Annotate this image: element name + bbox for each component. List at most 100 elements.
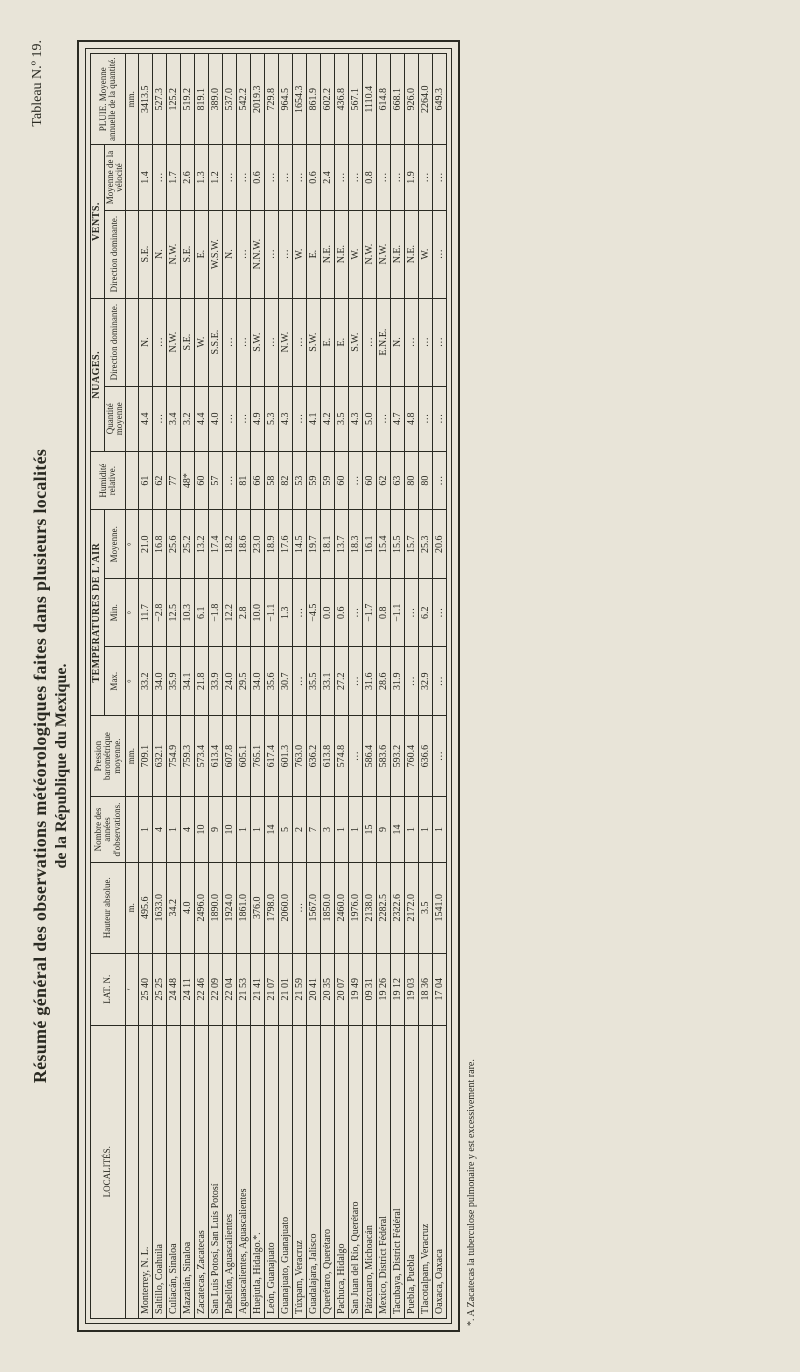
cell-vvel: 1.7 <box>166 145 180 210</box>
cell-nqty: 4.4 <box>194 386 208 451</box>
cell-nqty: 3.2 <box>180 386 194 451</box>
cell-press: 763.0 <box>292 715 306 797</box>
cell-press: 613.4 <box>208 715 222 797</box>
cell-rain: 537.0 <box>222 54 236 145</box>
table-row: Mazatlán, Sinaloa24 114.04759.334.110.32… <box>180 54 194 1319</box>
cell-loc: Oaxaca, Oaxaca <box>432 1025 446 1318</box>
cell-vvel: … <box>432 145 446 210</box>
cell-ndir: N. <box>138 298 152 386</box>
cell-moy: 23.0 <box>250 510 264 579</box>
cell-lat: 18 36 <box>418 953 432 1025</box>
cell-vvel: 0.8 <box>362 145 376 210</box>
cell-nobs: 3 <box>320 797 334 862</box>
cell-vdir: W. <box>418 210 432 298</box>
unit-hauteur: m. <box>126 862 138 953</box>
cell-press: 593.2 <box>390 715 404 797</box>
table-row: Pachuca, Hidalgo20 072460.01574.827.20.6… <box>334 54 348 1319</box>
footnote: *. A Zacatecas la tuberculose pulmonaire… <box>466 40 477 1332</box>
cell-alt: 1890.0 <box>208 862 222 953</box>
cell-lat: 20 07 <box>334 953 348 1025</box>
cell-min: 0.0 <box>320 579 334 647</box>
cell-max: 30.7 <box>278 647 292 715</box>
cell-nobs: 1 <box>334 797 348 862</box>
cell-alt: 2322.6 <box>390 862 404 953</box>
table-row: Pátzcuaro, Michoacán09 312138.015586.431… <box>362 54 376 1319</box>
cell-nobs: 1 <box>138 797 152 862</box>
cell-ndir: E. <box>320 298 334 386</box>
cell-nobs: 5 <box>278 797 292 862</box>
cell-hum: 62 <box>376 451 390 510</box>
cell-hum: 80 <box>418 451 432 510</box>
cell-alt: 376.0 <box>250 862 264 953</box>
cell-min: 11.7 <box>138 579 152 647</box>
cell-max: 32.9 <box>418 647 432 715</box>
cell-vdir: … <box>264 210 278 298</box>
cell-press: 760.4 <box>404 715 418 797</box>
cell-alt: 3.5 <box>418 862 432 953</box>
cell-min: 6.1 <box>194 579 208 647</box>
cell-ndir: S.W. <box>348 298 362 386</box>
unit-nqty <box>126 386 138 451</box>
cell-alt: 1976.0 <box>348 862 362 953</box>
cell-nqty: … <box>376 386 390 451</box>
cell-hum: 53 <box>292 451 306 510</box>
cell-moy: 15.7 <box>404 510 418 579</box>
cell-loc: Tlacotalpam, Veracruz <box>418 1025 432 1318</box>
cell-lat: 24 48 <box>166 953 180 1025</box>
cell-hum: … <box>222 451 236 510</box>
cell-nqty: 4.8 <box>404 386 418 451</box>
cell-nqty: … <box>222 386 236 451</box>
cell-ndir: N. <box>390 298 404 386</box>
cell-vvel: 2.6 <box>180 145 194 210</box>
cell-vdir: W. <box>292 210 306 298</box>
cell-max: 29.5 <box>236 647 250 715</box>
cell-moy: 13.2 <box>194 510 208 579</box>
cell-hum: … <box>432 451 446 510</box>
table-row: Tlacotalpam, Veracruz18 363.51636.632.96… <box>418 54 432 1319</box>
cell-vdir: S.E. <box>180 210 194 298</box>
table-row: Huejutla, Hidalgo.*.21 41376.01765.134.0… <box>250 54 264 1319</box>
cell-nobs: 1 <box>404 797 418 862</box>
unit-max: ° <box>126 647 138 715</box>
cell-loc: Guadalajara, Jalisco <box>306 1025 320 1318</box>
cell-rain: 729.8 <box>264 54 278 145</box>
cell-press: 759.3 <box>180 715 194 797</box>
cell-nobs: 1 <box>236 797 250 862</box>
unit-vvel <box>126 145 138 210</box>
cell-loc: Pátzcuaro, Michoacán <box>362 1025 376 1318</box>
cell-min: 12.2 <box>222 579 236 647</box>
cell-rain: 542.2 <box>236 54 250 145</box>
col-pluie: PLUIE. Moyenne annuelle de la quantité. <box>91 54 126 145</box>
table-row: Monterrey, N. L.25 40495.61709.133.211.7… <box>138 54 152 1319</box>
cell-max: … <box>404 647 418 715</box>
cell-hum: 57 <box>208 451 222 510</box>
cell-nqty: … <box>432 386 446 451</box>
cell-nobs: 10 <box>194 797 208 862</box>
cell-hum: 61 <box>138 451 152 510</box>
cell-rain: 436.8 <box>334 54 348 145</box>
cell-hum: 59 <box>306 451 320 510</box>
col-nobs: Nombre des années d'observations. <box>91 797 126 862</box>
cell-vvel: … <box>278 145 292 210</box>
cell-hum: … <box>348 451 362 510</box>
cell-max: 28.6 <box>376 647 390 715</box>
cell-nobs: 1 <box>348 797 362 862</box>
cell-vdir: N.N.W. <box>250 210 264 298</box>
cell-press: 613.8 <box>320 715 334 797</box>
cell-moy: 20.6 <box>432 510 446 579</box>
cell-nobs: 1 <box>418 797 432 862</box>
cell-loc: San Juan del Río, Querétaro <box>348 1025 362 1318</box>
cell-min: −4.5 <box>306 579 320 647</box>
cell-press: 607.8 <box>222 715 236 797</box>
table-row: Oaxaca, Oaxaca17 041541.01………20.6……………64… <box>432 54 446 1319</box>
cell-max: 35.5 <box>306 647 320 715</box>
unit-vdir <box>126 210 138 298</box>
cell-max: 34.1 <box>180 647 194 715</box>
table-row: León, Guanajuato21 071798.014617.435.6−1… <box>264 54 278 1319</box>
cell-moy: 13.7 <box>334 510 348 579</box>
cell-loc: Pachuca, Hidalgo <box>334 1025 348 1318</box>
cell-max: 33.9 <box>208 647 222 715</box>
cell-loc: Culiacán, Sinaloa <box>166 1025 180 1318</box>
table-row: San Luis Potosí, San Luis Potosí22 09189… <box>208 54 222 1319</box>
cell-lat: 25 40 <box>138 953 152 1025</box>
